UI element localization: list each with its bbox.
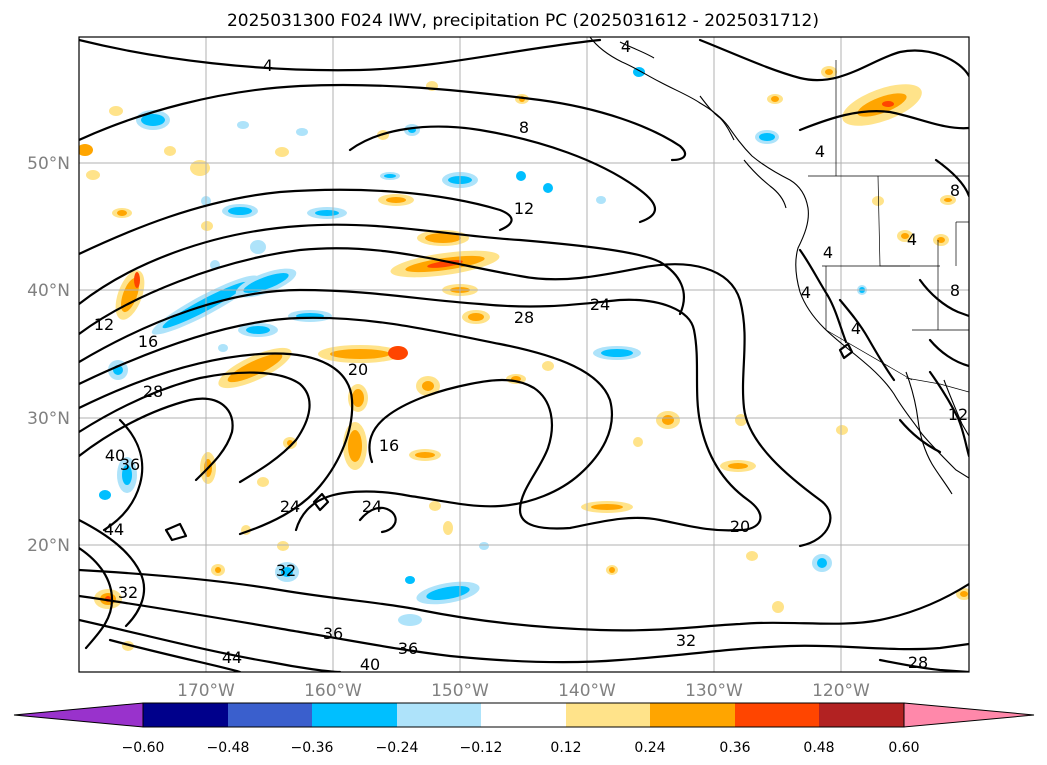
contour-label: 8 xyxy=(519,118,529,137)
contour-label: 24 xyxy=(362,497,382,516)
contour-label: 4 xyxy=(801,283,811,302)
colorbar-segment xyxy=(566,703,650,727)
contour-label: 8 xyxy=(950,181,960,200)
colorbar-tick-label: −0.36 xyxy=(291,740,334,756)
contour-label: 4 xyxy=(621,37,631,56)
iwv-contours xyxy=(79,38,969,672)
colorbar-tick-label: −0.12 xyxy=(460,740,503,756)
colorbar-segment xyxy=(481,703,566,727)
contour-label: 4 xyxy=(815,142,825,161)
colorbar-segment xyxy=(312,703,397,727)
contour-label: 4 xyxy=(851,319,861,338)
colorbar-tick-label: 0.48 xyxy=(803,740,834,756)
colorbar-tick-label: −0.48 xyxy=(207,740,250,756)
contour-label: 36 xyxy=(323,624,343,643)
colorbar-segment xyxy=(735,703,819,727)
colorbar: −0.60 −0.48 −0.36 −0.24 −0.12 0.12 0.24 … xyxy=(13,702,1035,756)
contour-label: 4 xyxy=(907,230,917,249)
colorbar-extend-low xyxy=(13,702,144,728)
lon-tick-label: 120°W xyxy=(812,681,870,701)
contour-label: 28 xyxy=(514,308,534,327)
contour-label: 12 xyxy=(948,405,968,424)
colorbar-tick-label: −0.24 xyxy=(376,740,419,756)
contour-label: 16 xyxy=(138,332,158,351)
contour-label: 32 xyxy=(118,583,138,602)
contour-label: 12 xyxy=(514,199,534,218)
lat-tick-label: 50°N xyxy=(27,154,70,174)
colorbar-segment xyxy=(228,703,312,727)
contour-label: 20 xyxy=(348,360,368,379)
colorbar-segment xyxy=(143,703,228,727)
lat-tick-label: 20°N xyxy=(27,536,70,556)
contour-label: 12 xyxy=(94,315,114,334)
map-panel xyxy=(78,36,970,673)
lon-tick-label: 170°W xyxy=(177,681,235,701)
contour-label: 16 xyxy=(379,436,399,455)
contour-label: 36 xyxy=(120,455,140,474)
lon-tick-label: 140°W xyxy=(558,681,616,701)
contour-label: 4 xyxy=(823,243,833,262)
contour-label: 28 xyxy=(908,653,928,672)
colorbar-segment xyxy=(819,703,904,727)
figure-title: 2025031300 F024 IWV, precipitation PC (2… xyxy=(227,11,819,31)
longitude-axis: 170°W 160°W 150°W 140°W 130°W 120°W xyxy=(177,681,870,701)
political-borders xyxy=(808,60,969,393)
contour-label: 40 xyxy=(360,655,380,674)
contour-label: 24 xyxy=(280,497,300,516)
colorbar-tick-label: 0.24 xyxy=(634,740,665,756)
latitude-axis: 50°N 40°N 30°N 20°N xyxy=(27,154,70,556)
contour-label: 4 xyxy=(263,56,273,75)
colorbar-tick-label: 0.60 xyxy=(888,740,919,756)
contour-label: 32 xyxy=(276,561,296,580)
contour-label: 44 xyxy=(104,520,124,539)
colorbar-tick-label: 0.36 xyxy=(719,740,750,756)
lat-tick-label: 30°N xyxy=(27,409,70,429)
contour-label: 8 xyxy=(950,281,960,300)
lon-tick-label: 130°W xyxy=(685,681,743,701)
lon-tick-label: 160°W xyxy=(304,681,362,701)
contour-label: 44 xyxy=(222,648,242,667)
colorbar-segment xyxy=(397,703,481,727)
map-frame xyxy=(78,36,970,673)
colorbar-extend-high xyxy=(903,702,1035,728)
contour-label: 36 xyxy=(398,639,418,658)
contour-label: 40 xyxy=(105,446,125,465)
contour-label: 28 xyxy=(143,382,163,401)
contour-label: 32 xyxy=(676,631,696,650)
lon-tick-label: 150°W xyxy=(431,681,489,701)
colorbar-frame xyxy=(142,702,905,728)
graticule xyxy=(79,37,969,672)
colorbar-tick-label: −0.60 xyxy=(122,740,165,756)
colorbar-segment xyxy=(650,703,735,727)
colorbar-tick-label: 0.12 xyxy=(550,740,581,756)
contour-label: 20 xyxy=(730,517,750,536)
contour-labels: 4 8 12 12 16 20 24 28 28 40 36 16 24 24 … xyxy=(94,37,968,674)
contour-label: 24 xyxy=(590,295,610,314)
lat-tick-label: 40°N xyxy=(27,281,70,301)
